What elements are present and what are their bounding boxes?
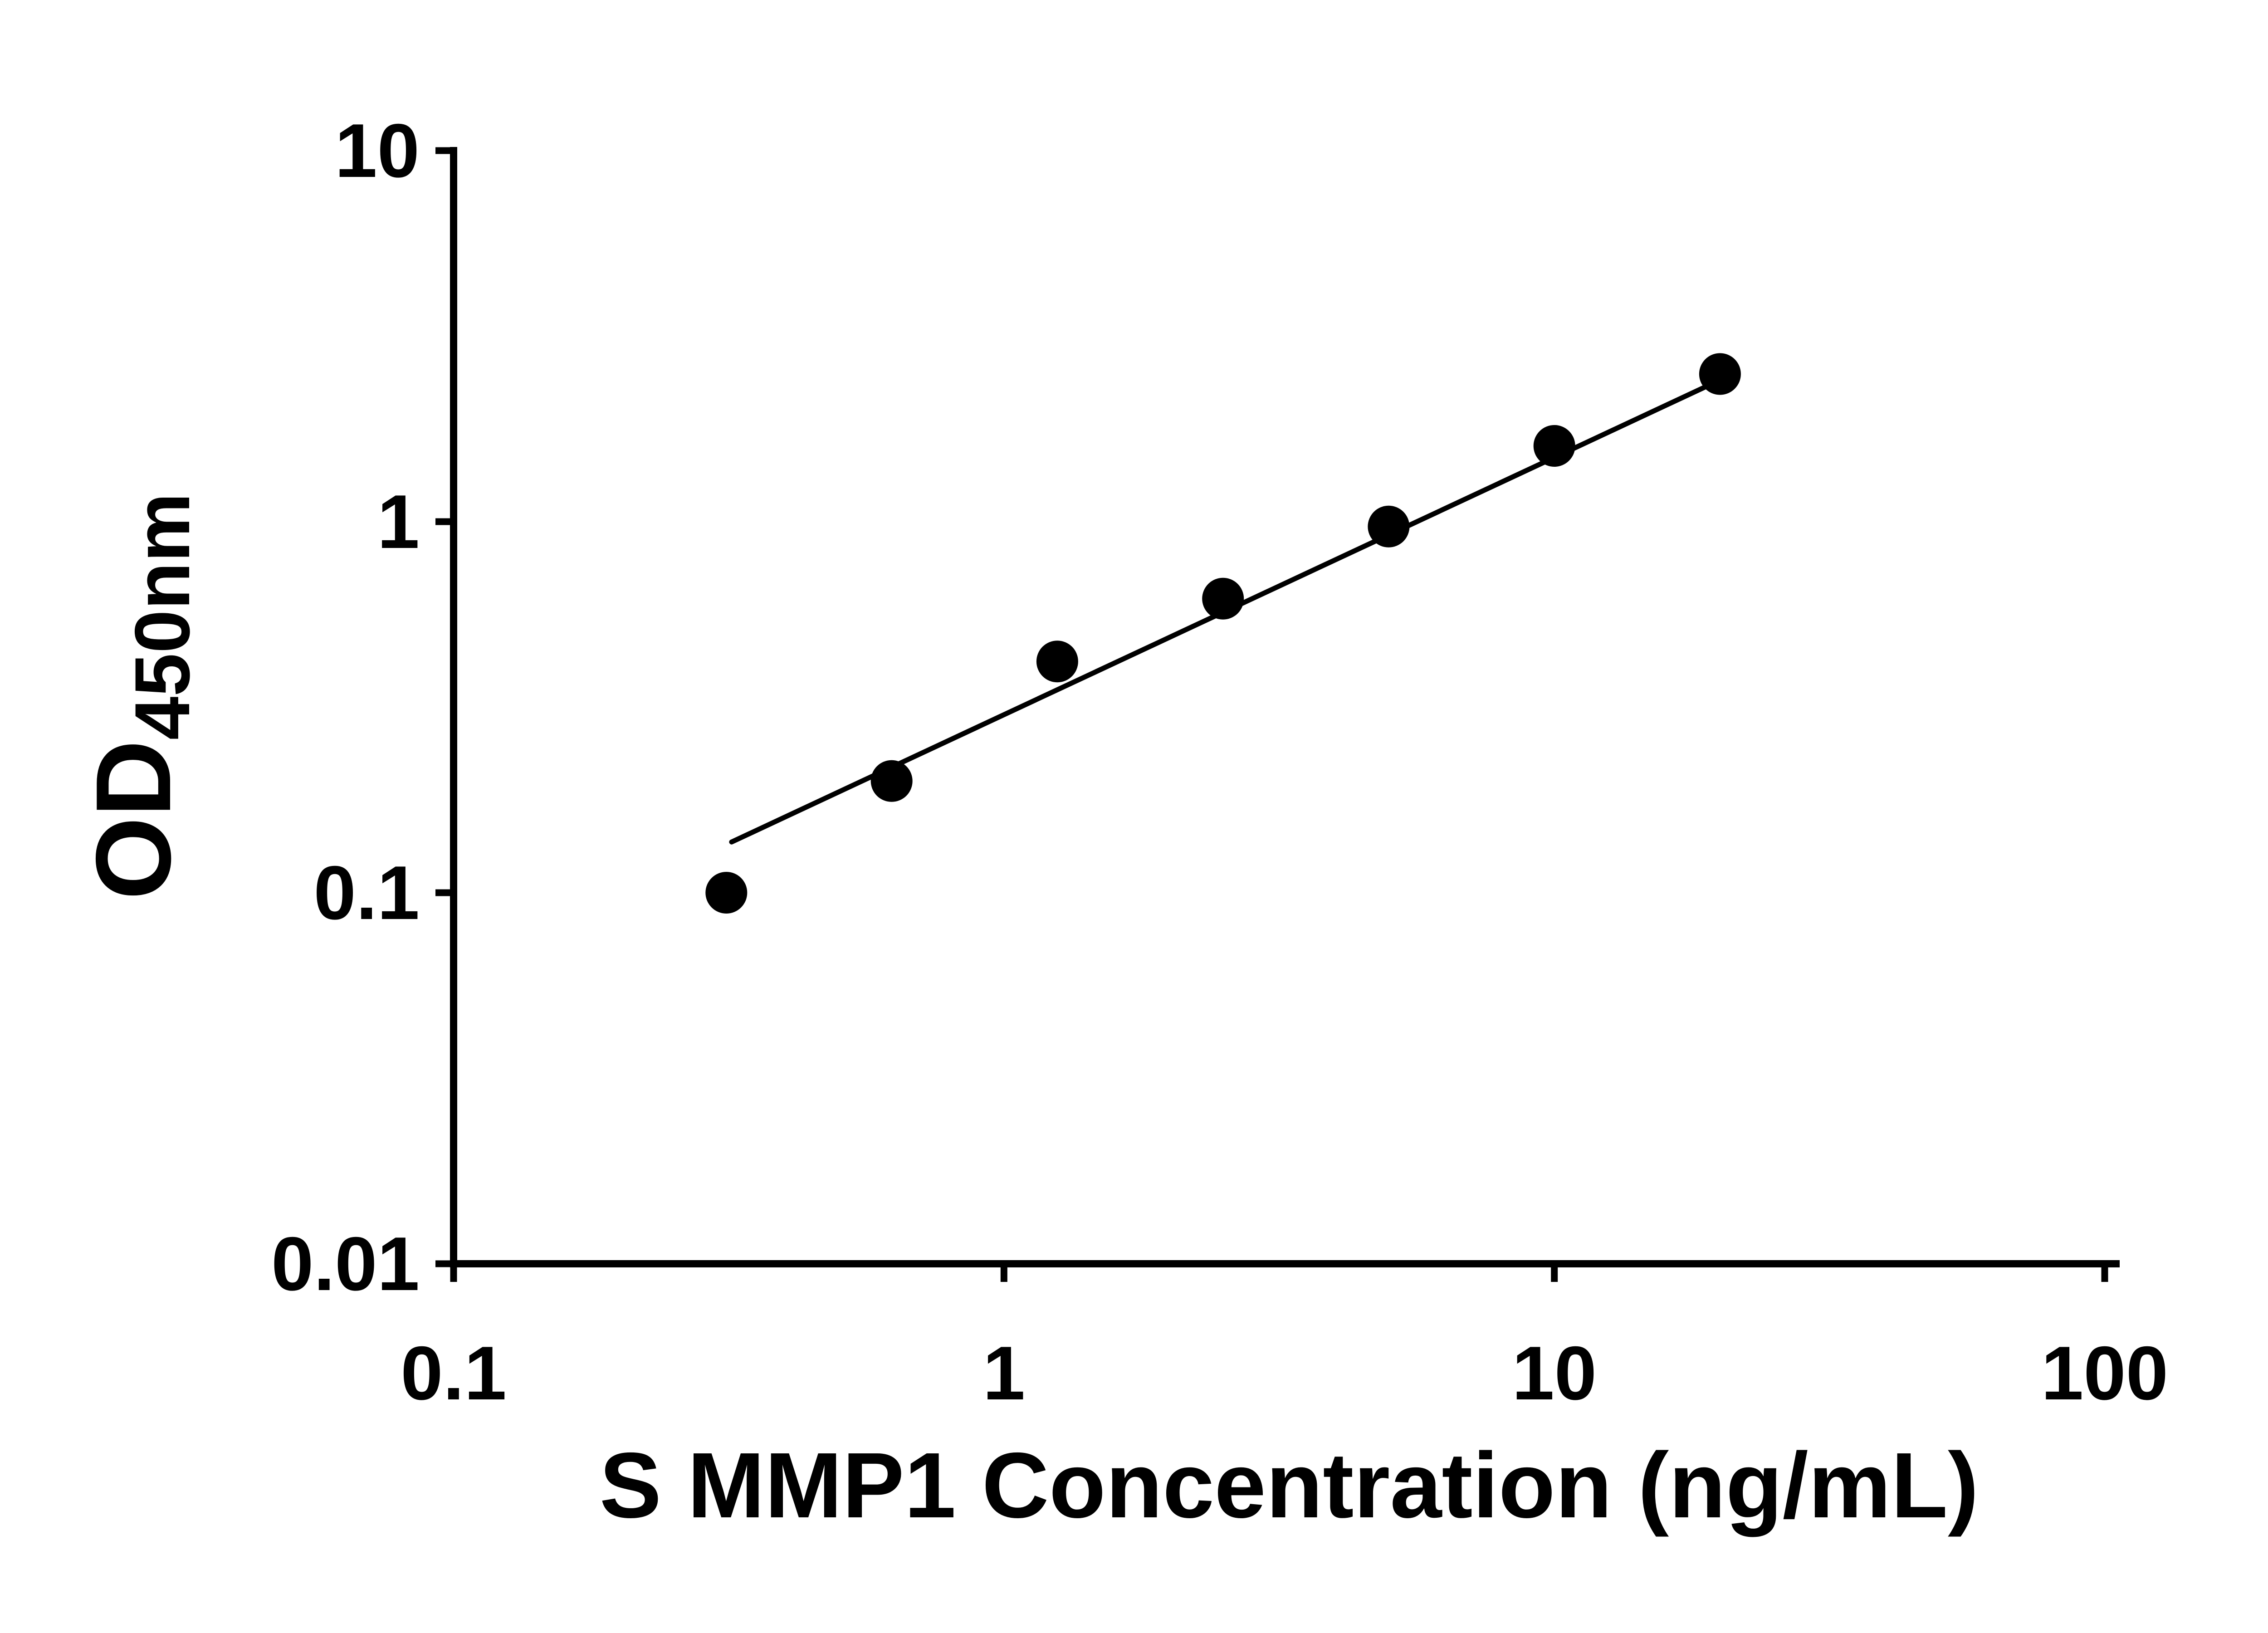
x-tick-label: 100 <box>2041 1330 2168 1416</box>
data-series <box>705 353 1741 914</box>
data-point <box>705 872 748 914</box>
data-point <box>1699 353 1741 395</box>
y-tick-label: 10 <box>335 108 420 193</box>
y-axis-title-sub: 450nm <box>119 493 206 740</box>
x-tick-label: 1 <box>983 1330 1025 1416</box>
data-point <box>870 760 913 802</box>
y-axis-title: OD450nm <box>73 493 206 900</box>
data-point <box>1368 505 1410 548</box>
x-axis-title: S MMP1 Concentration (ng/mL) <box>600 1433 1979 1537</box>
x-tick-label: 0.1 <box>401 1330 507 1416</box>
axes: 0.1 1 10 100 0.01 0.1 1 10 <box>271 108 2168 1416</box>
y-axis-title-main: OD <box>73 740 193 900</box>
x-tick-label: 10 <box>1512 1330 1597 1416</box>
data-point <box>1533 425 1575 467</box>
data-point <box>1202 577 1244 620</box>
y-tick-label: 1 <box>377 479 420 564</box>
y-tick-label: 0.1 <box>313 850 420 935</box>
data-point <box>1036 640 1078 683</box>
y-tick-label: 0.01 <box>271 1221 420 1306</box>
axis-spines <box>450 147 2120 1267</box>
